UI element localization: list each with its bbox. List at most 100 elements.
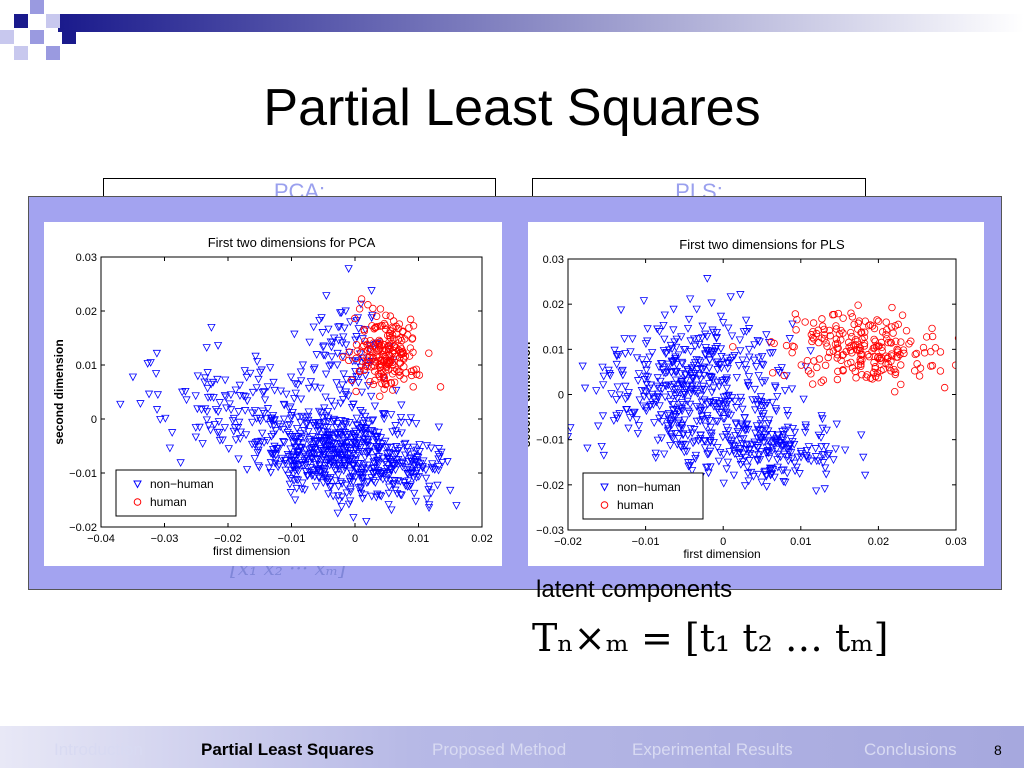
non-human-point xyxy=(730,351,739,360)
non-human-point xyxy=(330,434,339,443)
non-human-point xyxy=(319,446,328,455)
y-tick-label: −0.01 xyxy=(536,435,564,447)
non-human-point xyxy=(254,443,263,452)
human-point xyxy=(782,341,791,350)
non-human-point xyxy=(266,420,275,429)
non-human-point xyxy=(269,430,278,439)
nav-introduction[interactable]: Introduction xyxy=(54,740,143,759)
non-human-point xyxy=(316,444,325,453)
non-human-point xyxy=(358,428,367,437)
non-human-point xyxy=(396,414,406,422)
non-human-point xyxy=(332,424,341,432)
non-human-point xyxy=(721,431,731,439)
non-human-point xyxy=(218,436,227,445)
human-point xyxy=(855,317,863,325)
non-human-point xyxy=(680,448,689,457)
non-human-point xyxy=(706,463,715,472)
non-human-point xyxy=(352,414,361,423)
non-human-point xyxy=(717,408,726,417)
non-human-point xyxy=(612,352,622,361)
human-point xyxy=(425,349,433,357)
non-human-point xyxy=(762,471,771,479)
non-human-point xyxy=(678,421,687,430)
non-human-point xyxy=(739,435,748,444)
non-human-point xyxy=(376,472,385,481)
non-human-point xyxy=(696,431,705,440)
non-human-point xyxy=(342,489,351,498)
nav-partial-least-squares[interactable]: Partial Least Squares xyxy=(201,740,374,759)
non-human-point xyxy=(783,412,793,420)
non-human-point xyxy=(726,411,736,420)
human-point xyxy=(403,331,412,339)
non-human-point xyxy=(816,434,826,442)
non-human-point xyxy=(612,360,621,369)
human-point xyxy=(848,332,856,341)
non-human-point xyxy=(760,468,769,477)
non-human-point xyxy=(778,434,788,443)
nav-proposed-method[interactable]: Proposed Method xyxy=(432,740,567,759)
non-human-point xyxy=(760,377,770,386)
non-human-point xyxy=(437,448,446,457)
human-point xyxy=(409,383,417,391)
non-human-point xyxy=(288,451,297,460)
human-point xyxy=(898,311,907,319)
nav-experimental-results[interactable]: Experimental Results xyxy=(632,740,793,759)
non-human-point xyxy=(824,450,834,458)
non-human-point xyxy=(671,353,680,362)
human-point xyxy=(857,328,866,336)
human-point xyxy=(405,324,413,332)
non-human-point xyxy=(374,468,383,477)
non-human-point xyxy=(293,413,303,422)
non-human-point xyxy=(578,362,587,371)
chart-title: First two dimensions for PCA xyxy=(208,235,376,250)
non-human-point xyxy=(380,469,389,478)
human-point xyxy=(817,378,825,386)
non-human-point xyxy=(341,391,351,399)
non-human-point xyxy=(327,397,336,406)
non-human-point xyxy=(261,415,271,424)
non-human-point xyxy=(334,465,344,474)
non-human-point xyxy=(694,335,703,343)
non-human-point xyxy=(777,364,786,372)
non-human-point xyxy=(616,306,626,315)
non-human-point xyxy=(671,368,681,377)
non-human-point xyxy=(656,377,665,386)
human-point xyxy=(380,373,389,382)
human-point xyxy=(858,370,866,379)
non-human-point xyxy=(771,438,780,447)
nav-conclusions[interactable]: Conclusions xyxy=(864,740,957,759)
non-human-point xyxy=(356,300,366,309)
human-point xyxy=(902,327,911,335)
non-human-point xyxy=(804,443,813,451)
non-human-point xyxy=(253,449,262,457)
non-human-point xyxy=(801,421,810,430)
non-human-point xyxy=(341,420,351,429)
non-human-point xyxy=(722,374,731,383)
non-human-point xyxy=(724,324,733,333)
human-point xyxy=(931,344,940,352)
non-human-point xyxy=(241,431,251,440)
non-human-point xyxy=(779,431,788,439)
non-human-point xyxy=(401,439,410,448)
human-point xyxy=(360,341,368,350)
non-human-point xyxy=(737,397,746,406)
human-point xyxy=(376,363,385,372)
non-human-point xyxy=(334,455,344,464)
non-human-point xyxy=(325,362,334,371)
non-human-point xyxy=(758,412,767,421)
non-human-point xyxy=(234,408,243,416)
non-human-point xyxy=(381,444,391,452)
chart-legend: non−human human xyxy=(115,469,237,517)
non-human-point xyxy=(770,382,780,391)
non-human-point xyxy=(350,434,360,443)
non-human-point xyxy=(377,492,386,501)
chart-legend: non−human human xyxy=(582,472,704,520)
non-human-point xyxy=(257,366,266,375)
non-human-point xyxy=(265,364,275,372)
non-human-point xyxy=(354,450,363,459)
non-human-point xyxy=(667,430,676,439)
human-point xyxy=(887,367,895,375)
non-human-point xyxy=(829,456,838,465)
non-human-point xyxy=(328,445,338,454)
non-human-point xyxy=(326,443,335,451)
